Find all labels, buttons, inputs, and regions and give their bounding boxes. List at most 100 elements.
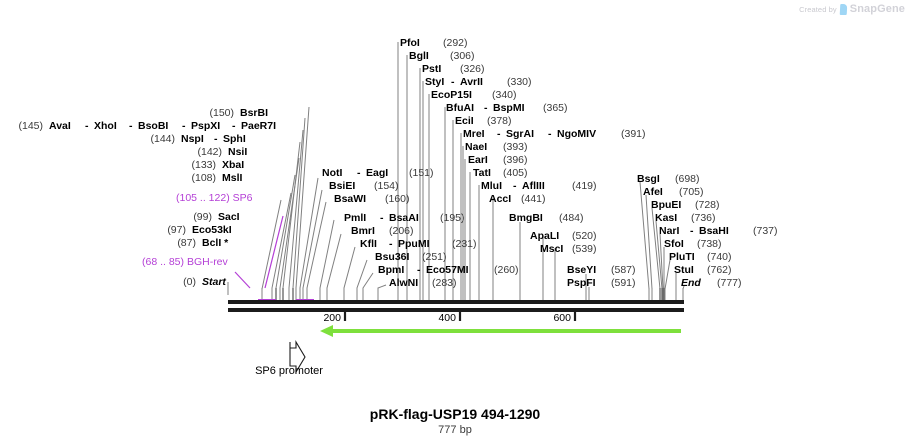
site-enzyme-name: AvaI xyxy=(49,120,71,132)
site-enzyme-name: TatI xyxy=(473,167,491,179)
site-enzyme-name: BsiEI xyxy=(329,180,355,192)
site-label-row: BpuEI (728) xyxy=(651,199,720,211)
site-position: (378) xyxy=(487,115,512,127)
site-enzyme-name: BspMI xyxy=(493,102,525,114)
site-label-row: EarI (396) xyxy=(468,154,528,166)
site-enzyme-name: KflI xyxy=(360,238,377,250)
site-label-row: BsaWI (160) xyxy=(334,193,410,205)
site-name-separator: - xyxy=(484,102,488,114)
sp6-promoter-feature: SP6 promoter xyxy=(255,340,323,377)
site-name-separator: - xyxy=(182,120,186,132)
leader-line xyxy=(664,259,671,295)
site-label-row: AfeI (705) xyxy=(643,186,704,198)
watermark-brand-label: SnapGene xyxy=(849,3,905,15)
site-enzyme-name: NspI xyxy=(181,133,204,145)
site-enzyme-name: BpuEI xyxy=(651,199,681,211)
site-enzyme-name: SacI xyxy=(218,211,240,223)
ruler-label-400: 400 xyxy=(438,312,456,324)
start-position: (0) xyxy=(183,276,196,288)
site-label-row: BmgBI (484) xyxy=(509,212,584,224)
site-position: (330) xyxy=(507,76,532,88)
site-enzyme-name: EcoP15I xyxy=(431,89,472,101)
site-position: (108) xyxy=(191,172,216,184)
site-label-row: (142) NsiI xyxy=(197,146,247,158)
site-enzyme-name: XhoI xyxy=(94,120,117,132)
site-position: (195) xyxy=(440,212,465,224)
site-position: (484) xyxy=(559,212,584,224)
site-label-row: BglI (306) xyxy=(409,50,475,62)
site-enzyme-name: KasI xyxy=(655,212,677,224)
site-enzyme-name: PluTI xyxy=(669,251,695,263)
site-position: (698) xyxy=(675,173,700,185)
site-label-row: StuI (762) xyxy=(674,264,732,276)
site-enzyme-name: BmgBI xyxy=(509,212,543,224)
site-position: (340) xyxy=(492,89,517,101)
site-position: (97) xyxy=(167,224,186,236)
leader-line xyxy=(362,272,374,295)
leader-line-primer xyxy=(264,215,284,289)
site-enzyme-name: SgrAI xyxy=(506,128,534,140)
site-label-row: (133) XbaI xyxy=(191,159,244,171)
site-label-row: NotI - EagI (151) xyxy=(322,167,434,179)
site-name-separator: - xyxy=(129,120,133,132)
site-enzyme-name: PpuMI xyxy=(398,238,430,250)
right-site-labels: BsgI (698) AfeI (705) BpuEI (728) KasI (… xyxy=(637,173,778,289)
site-position: (283) xyxy=(432,277,457,289)
site-enzyme-name: Eco57MI xyxy=(426,264,469,276)
site-enzyme-name: BsgI xyxy=(637,173,660,185)
site-enzyme-name: EarI xyxy=(468,154,488,166)
primer-label-bgh-rev: (68 .. 85) BGH-rev xyxy=(142,256,229,268)
site-label-row: EciI (378) xyxy=(455,115,512,127)
site-label-row: MreI - SgrAI - NgoMIV (391) xyxy=(463,128,646,140)
ruler-label-600: 600 xyxy=(553,312,571,324)
site-label-row: NarI - BsaHI (737) xyxy=(659,225,778,237)
site-label-row: (145) AvaI - XhoI - BsoBI - PspXI - PaeR… xyxy=(18,120,276,132)
site-enzyme-name: PfoI xyxy=(400,37,420,49)
site-position: (151) xyxy=(409,167,434,179)
site-position: (405) xyxy=(503,167,528,179)
site-position: (260) xyxy=(494,264,519,276)
site-position: (419) xyxy=(572,180,597,192)
site-position: (441) xyxy=(521,193,546,205)
site-position: (737) xyxy=(753,225,778,237)
site-name-separator: - xyxy=(548,128,552,140)
site-position: (292) xyxy=(443,37,468,49)
site-position: (728) xyxy=(695,199,720,211)
site-position: (738) xyxy=(697,238,722,250)
site-enzyme-name: EagI xyxy=(366,167,388,179)
promoter-arrow-icon xyxy=(289,340,306,374)
orf-arrow-feature xyxy=(320,325,681,337)
site-enzyme-name: NarI xyxy=(659,225,680,237)
site-label-row: AccI (441) xyxy=(489,193,546,205)
backbone-upper-line xyxy=(228,300,684,304)
site-enzyme-name: SphI xyxy=(223,133,246,145)
site-position: (144) xyxy=(150,133,175,145)
site-label-row: PstI (326) xyxy=(422,63,485,75)
backbone-lower-line xyxy=(228,308,684,312)
leader-line-primer xyxy=(234,271,251,289)
end-label: End xyxy=(681,277,701,289)
leader-line xyxy=(302,189,323,295)
site-name-separator: - xyxy=(357,167,361,179)
site-label-row: (108) MslI xyxy=(191,172,242,184)
site-position: (231) xyxy=(452,238,477,250)
site-position: (306) xyxy=(450,50,475,62)
site-enzyme-name: StyI xyxy=(425,76,444,88)
start-label: Start xyxy=(202,276,226,288)
leader-line xyxy=(261,199,282,295)
left-site-labels: (150) BsrBI (145) AvaI - XhoI - BsoBI - … xyxy=(18,107,276,288)
site-enzyme-name: BsoBI xyxy=(138,120,168,132)
site-enzyme-name: PmlI xyxy=(344,212,366,224)
site-enzyme-name: MscI xyxy=(540,243,563,255)
site-label-row: BseYI (587) xyxy=(567,264,636,276)
site-name-separator: - xyxy=(85,120,89,132)
site-enzyme-name: BseYI xyxy=(567,264,596,276)
site-name-separator: - xyxy=(380,212,384,224)
site-label-row: BfuAI - BspMI (365) xyxy=(446,102,568,114)
site-position: (133) xyxy=(191,159,216,171)
site-label-row: PspFI (591) xyxy=(567,277,636,289)
site-position: (539) xyxy=(572,243,597,255)
site-label-row: ApaLI (520) xyxy=(530,230,597,242)
site-enzyme-name: EciI xyxy=(455,115,474,127)
